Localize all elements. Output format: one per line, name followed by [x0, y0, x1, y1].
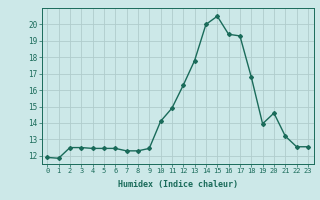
X-axis label: Humidex (Indice chaleur): Humidex (Indice chaleur) [118, 180, 237, 189]
